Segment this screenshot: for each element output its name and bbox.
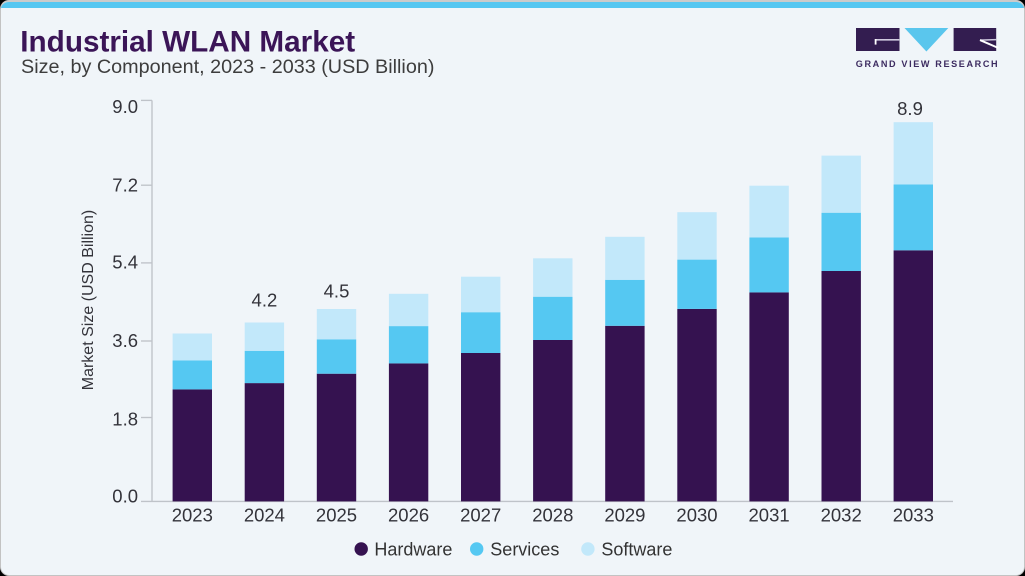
svg-text:GRAND VIEW RESEARCH: GRAND VIEW RESEARCH xyxy=(856,59,999,69)
svg-text:2024: 2024 xyxy=(244,505,285,526)
svg-text:1.8: 1.8 xyxy=(112,408,138,429)
svg-text:9.0: 9.0 xyxy=(112,96,138,117)
svg-text:8.9: 8.9 xyxy=(897,98,923,119)
svg-text:Market Size (USD Billion): Market Size (USD Billion) xyxy=(80,210,97,390)
svg-text:Size, by Component, 2023 - 203: Size, by Component, 2023 - 2033 (USD Bil… xyxy=(21,56,434,78)
svg-text:4.2: 4.2 xyxy=(252,290,278,311)
svg-text:2032: 2032 xyxy=(821,505,862,526)
svg-text:0.0: 0.0 xyxy=(112,486,138,507)
svg-text:Hardware: Hardware xyxy=(374,539,452,559)
svg-text:Services: Services xyxy=(490,539,559,559)
svg-text:7.2: 7.2 xyxy=(112,174,138,195)
svg-text:5.4: 5.4 xyxy=(112,252,138,273)
svg-text:Software: Software xyxy=(601,539,672,559)
svg-text:2025: 2025 xyxy=(316,505,357,526)
svg-text:2027: 2027 xyxy=(460,505,501,526)
svg-text:Industrial WLAN Market: Industrial WLAN Market xyxy=(20,26,355,59)
svg-text:2026: 2026 xyxy=(388,505,429,526)
svg-text:2029: 2029 xyxy=(604,505,645,526)
svg-text:4.5: 4.5 xyxy=(324,280,350,301)
svg-text:3.6: 3.6 xyxy=(112,330,138,351)
svg-text:2028: 2028 xyxy=(532,505,573,526)
svg-text:2030: 2030 xyxy=(676,505,717,526)
svg-text:2031: 2031 xyxy=(749,505,790,526)
svg-text:2023: 2023 xyxy=(172,505,213,526)
svg-text:2033: 2033 xyxy=(893,505,934,526)
